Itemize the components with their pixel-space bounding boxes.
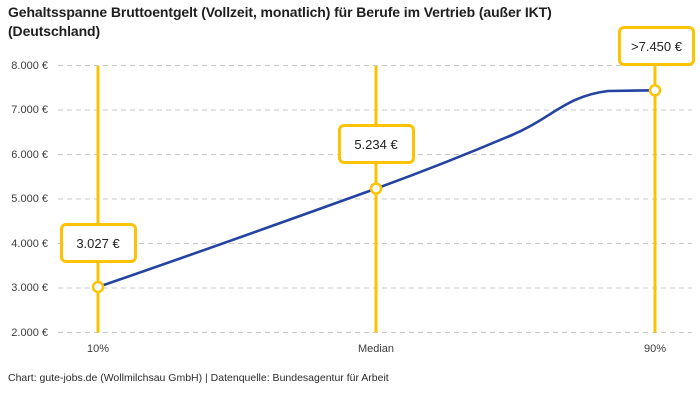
- value-label-90th-percentile: >7.450 €: [618, 26, 695, 66]
- xtick-10th-percentile: 10%: [86, 343, 110, 355]
- ytick-2000: 2.000 €: [11, 326, 48, 339]
- ytick-5000: 5.000 €: [11, 193, 48, 205]
- xtick-median: Median: [357, 343, 395, 355]
- marker-median: [369, 182, 383, 195]
- marker-10th-percentile: [91, 280, 105, 294]
- data-point-markers: [91, 84, 662, 294]
- value-label-10th-percentile: 3.027 €: [59, 223, 137, 263]
- ytick-4000: 4.000 €: [11, 237, 48, 250]
- percentile-vlines: [96, 63, 657, 333]
- marker-90th-percentile: [648, 84, 662, 97]
- ytick-7000: 7.000 €: [11, 104, 48, 116]
- value-label-median: 5.234 €: [337, 124, 415, 164]
- chart-source-attribution: Chart: gute-jobs.de (Wollmilchsau GmbH) …: [8, 372, 389, 384]
- salary-curve: [96, 89, 657, 289]
- ytick-6000: 6.000 €: [11, 148, 48, 161]
- xtick-90th-percentile: 90%: [643, 343, 667, 355]
- ytick-8000: 8.000 €: [11, 59, 48, 72]
- chart-title: Gehaltsspanne Bruttoentgelt (Vollzeit, m…: [8, 4, 552, 39]
- ytick-3000: 3.000 €: [11, 282, 48, 294]
